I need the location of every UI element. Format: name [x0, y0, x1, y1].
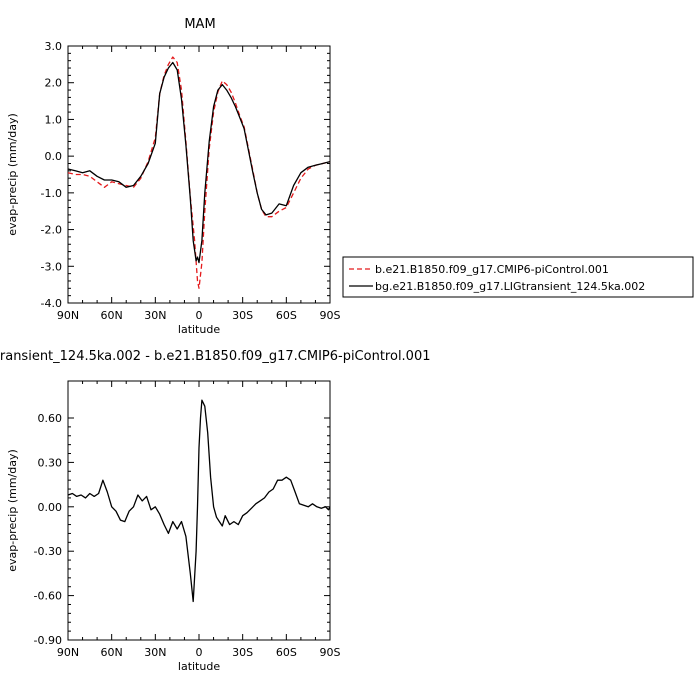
x-axis-label: latitude	[178, 660, 220, 673]
y-tick-label: 1.0	[45, 113, 63, 126]
y-tick-label: 0.00	[38, 501, 63, 514]
x-tick-label: 60S	[276, 646, 297, 659]
x-tick-label: 30S	[232, 646, 253, 659]
y-tick-label: -2.0	[41, 224, 62, 237]
chart-panel-1: 90N 60N 30N 0 30S 60S 90S -4.0 -3.0 -2.0 -1.0 0.0 1.…	[6, 17, 694, 336]
x-tick-label: 60N	[101, 309, 123, 322]
chart-panel-2: 90N 60N 30N 0 30S 60S 90S -0.90 -0.60 -0.30 0.00 0.…	[0, 349, 431, 673]
x-tick-label: 90N	[57, 309, 79, 322]
y-axis-label: evap-precip (mm/day)	[6, 113, 19, 236]
x-tick-label: 90S	[320, 646, 341, 659]
legend-label-2: bg.e21.B1850.f09_g17.LIGtransient_124.5k…	[375, 280, 645, 293]
x-tick-label: 30N	[144, 309, 166, 322]
y-tick-label: -4.0	[41, 297, 62, 310]
y-tick-label: 3.0	[45, 40, 63, 53]
x-tick-label: 0	[196, 646, 203, 659]
x-tick-label: 60S	[276, 309, 297, 322]
x-tick-label: 90N	[57, 646, 79, 659]
y-tick-label: -1.0	[41, 187, 62, 200]
y-tick-label: 0.30	[38, 456, 63, 469]
series-line-1	[67, 399, 331, 603]
x-tick-label: 30N	[144, 646, 166, 659]
plot-frame	[67, 380, 331, 641]
legend-label-1: b.e21.B1850.f09_g17.CMIP6-piControl.001	[375, 263, 609, 276]
legend-box	[342, 256, 694, 298]
legend: b.e21.B1850.f09_g17.CMIP6-piControl.001b…	[342, 256, 694, 298]
x-axis-label: latitude	[178, 323, 220, 336]
y-axis-label: evap-precip (mm/day)	[6, 449, 19, 572]
x-tick-label: 30S	[232, 309, 253, 322]
x-tick-label: 90S	[320, 309, 341, 322]
y-tick-label: 0.0	[45, 150, 63, 163]
chart-title: MAM	[184, 17, 215, 32]
y-tick-label: -3.0	[41, 260, 62, 273]
y-tick-label: 2.0	[45, 77, 63, 90]
series-line-2	[67, 61, 331, 264]
x-tick-label: 0	[196, 309, 203, 322]
y-tick-label: -0.90	[34, 634, 62, 647]
y-tick-label: -0.60	[34, 590, 62, 603]
plot-frame	[67, 45, 331, 304]
chart-title: .LIGtransient_124.5ka.002 - b.e21.B1850.…	[0, 349, 431, 364]
x-tick-label: 60N	[101, 646, 123, 659]
y-tick-label: -0.30	[34, 545, 62, 558]
y-tick-label: 0.60	[38, 412, 63, 425]
series-line-1	[67, 56, 331, 289]
